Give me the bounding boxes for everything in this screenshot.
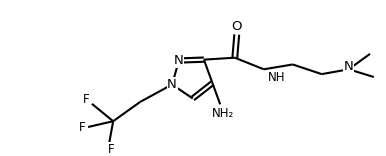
- Text: N: N: [174, 54, 184, 67]
- Text: NH: NH: [267, 71, 285, 83]
- Text: N: N: [344, 60, 354, 73]
- Text: F: F: [83, 93, 90, 106]
- Text: O: O: [232, 20, 242, 33]
- Text: NH₂: NH₂: [212, 107, 234, 119]
- Text: N: N: [167, 78, 177, 91]
- Text: F: F: [108, 143, 115, 156]
- Text: F: F: [79, 120, 86, 134]
